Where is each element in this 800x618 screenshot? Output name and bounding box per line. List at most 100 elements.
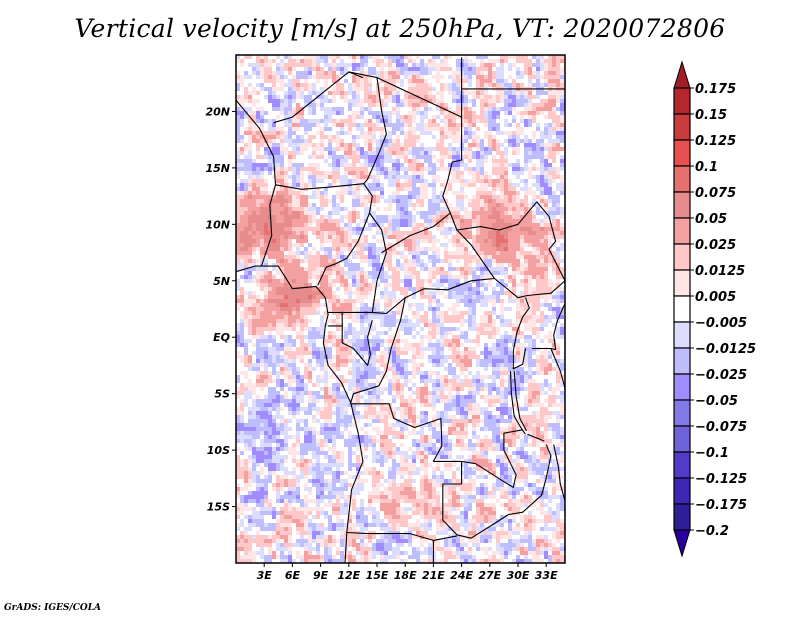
field-cell (540, 111, 544, 115)
field-cell (444, 55, 448, 59)
field-cell (304, 243, 308, 247)
field-cell (340, 95, 344, 99)
field-cell (428, 267, 432, 271)
field-cell (532, 63, 536, 67)
field-cell (484, 99, 488, 103)
field-cell (480, 143, 484, 147)
field-cell (352, 83, 356, 87)
field-cell (540, 283, 544, 287)
field-cell (532, 235, 536, 239)
field-cell (504, 63, 508, 67)
field-cell (452, 151, 456, 155)
field-cell (256, 147, 260, 151)
field-cell (496, 115, 500, 119)
field-cell (416, 55, 420, 59)
field-cell (484, 267, 488, 271)
field-cell (328, 123, 332, 127)
field-cell (436, 207, 440, 211)
field-cell (380, 95, 384, 99)
field-cell (432, 95, 436, 99)
field-cell (448, 95, 452, 99)
field-cell (396, 55, 400, 59)
field-cell (256, 103, 260, 107)
field-cell (288, 107, 292, 111)
field-cell (504, 183, 508, 187)
field-cell (472, 263, 476, 267)
field-cell (504, 215, 508, 219)
field-cell (464, 143, 468, 147)
field-cell (512, 231, 516, 235)
field-cell (560, 159, 564, 163)
field-cell (344, 203, 348, 207)
field-cell (252, 267, 256, 271)
field-cell (268, 179, 272, 183)
field-cell (444, 267, 448, 271)
field-cell (492, 175, 496, 179)
field-cell (288, 131, 292, 135)
field-cell (392, 67, 396, 71)
field-cell (316, 71, 320, 75)
field-cell (264, 227, 268, 231)
field-cell (288, 103, 292, 107)
field-cell (440, 135, 444, 139)
field-cell (472, 67, 476, 71)
field-cell (404, 111, 408, 115)
field-cell (272, 263, 276, 267)
field-cell (540, 99, 544, 103)
field-cell (444, 107, 448, 111)
field-cell (424, 175, 428, 179)
field-cell (488, 215, 492, 219)
field-cell (532, 143, 536, 147)
field-cell (344, 67, 348, 71)
field-cell (516, 195, 520, 199)
field-cell (280, 139, 284, 143)
field-cell (436, 279, 440, 283)
field-cell (300, 59, 304, 63)
field-cell (556, 247, 560, 251)
field-cell (484, 123, 488, 127)
field-cell (264, 63, 268, 67)
field-cell (476, 139, 480, 143)
field-cell (328, 71, 332, 75)
field-cell (372, 151, 376, 155)
field-cell (556, 95, 560, 99)
field-cell (444, 111, 448, 115)
field-cell (236, 159, 240, 163)
field-cell (392, 183, 396, 187)
field-cell (396, 207, 400, 211)
field-cell (428, 131, 432, 135)
field-cell (416, 127, 420, 131)
field-cell (332, 135, 336, 139)
field-cell (324, 239, 328, 243)
field-cell (548, 139, 552, 143)
field-cell (536, 103, 540, 107)
field-cell (420, 115, 424, 119)
field-cell (348, 235, 352, 239)
field-cell (504, 275, 508, 279)
field-cell (348, 143, 352, 147)
field-cell (276, 167, 280, 171)
field-cell (256, 79, 260, 83)
field-cell (488, 67, 492, 71)
field-cell (236, 267, 240, 271)
field-cell (528, 247, 532, 251)
field-cell (488, 163, 492, 167)
field-cell (268, 135, 272, 139)
field-cell (348, 207, 352, 211)
field-cell (244, 119, 248, 123)
field-cell (372, 147, 376, 151)
field-cell (456, 267, 460, 271)
field-cell (344, 235, 348, 239)
field-cell (312, 175, 316, 179)
field-cell (352, 87, 356, 91)
field-cell (388, 167, 392, 171)
field-cell (300, 283, 304, 287)
field-cell (480, 83, 484, 87)
field-cell (348, 199, 352, 203)
field-cell (340, 243, 344, 247)
field-cell (372, 199, 376, 203)
field-cell (488, 247, 492, 251)
field-cell (384, 239, 388, 243)
field-cell (336, 159, 340, 163)
field-cell (284, 239, 288, 243)
